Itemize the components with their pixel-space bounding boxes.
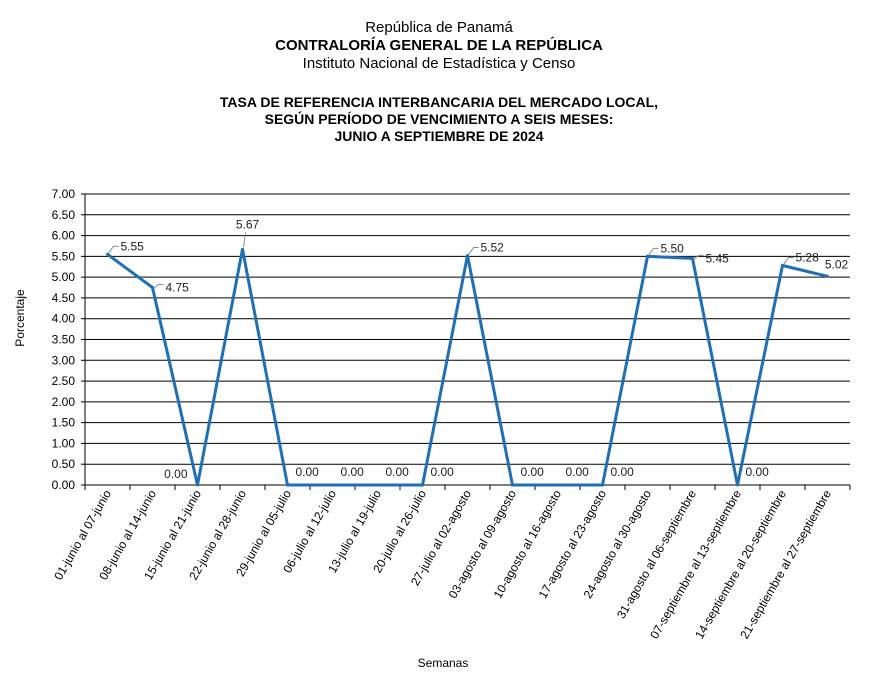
data-label: 0.00 [296, 465, 320, 479]
data-label: 5.52 [481, 241, 505, 255]
data-point [736, 483, 739, 487]
data-label: 5.55 [121, 239, 145, 253]
label-leader-line [243, 232, 246, 248]
series-line-path [106, 249, 828, 487]
data-label: 0.00 [386, 465, 410, 479]
y-tick-label: 6.00 [52, 229, 76, 243]
data-point [691, 256, 694, 260]
gridlines [84, 193, 850, 486]
x-axis-label: Semanas [418, 656, 469, 670]
x-tick-label: 21-septiembre al 27-septiembre [737, 487, 834, 641]
data-point [376, 483, 379, 487]
data-label: 0.00 [431, 465, 455, 479]
label-leader-line [783, 257, 794, 265]
data-point [151, 286, 154, 290]
data-label: 0.00 [164, 467, 188, 481]
data-label: 5.50 [661, 241, 685, 255]
header-country: República de Panamá [365, 19, 513, 36]
y-axis-label: Porcentaje [13, 289, 27, 347]
y-tick-label: 7.00 [52, 187, 76, 201]
header-institute: Instituto Nacional de Estadística y Cens… [302, 55, 576, 72]
series-line [106, 247, 829, 487]
y-tick-label: 6.50 [52, 208, 76, 222]
data-point [511, 483, 514, 487]
data-label: 0.00 [611, 465, 635, 479]
data-point [646, 254, 649, 258]
chart-title-line-1: TASA DE REFERENCIA INTERBANCARIA DEL MER… [219, 94, 659, 110]
y-tick-label: 3.00 [52, 353, 76, 367]
data-label: 0.00 [341, 465, 365, 479]
x-tick-label: 31-agosto al 06-septiembre [614, 487, 699, 621]
y-tick-label: 2.50 [52, 374, 76, 388]
chart-title-line-3: JUNIO A SEPTIEMBRE DE 2024 [334, 128, 544, 144]
data-label: 5.28 [796, 251, 820, 265]
data-point [241, 247, 244, 251]
data-point [286, 483, 289, 487]
data-label: 4.75 [166, 281, 190, 295]
data-point [781, 264, 784, 268]
label-leader-line [468, 247, 479, 255]
data-point [331, 483, 334, 487]
y-tick-label: 0.00 [52, 478, 76, 492]
data-point [556, 483, 559, 487]
label-leader-line [153, 284, 164, 289]
y-tick-label: 2.00 [52, 395, 76, 409]
data-point [106, 252, 109, 256]
data-point [601, 483, 604, 487]
data-point [826, 274, 829, 278]
x-tick-label: 07-septiembre al 13-septiembre [647, 487, 744, 641]
data-label: 5.67 [236, 217, 260, 231]
y-tick-label: 0.50 [52, 457, 76, 471]
y-tick-label: 1.50 [52, 416, 76, 430]
data-point [421, 483, 424, 487]
data-label: 0.00 [746, 465, 770, 479]
label-leader-line [693, 254, 704, 260]
data-label: 0.00 [566, 465, 590, 479]
data-label: 5.45 [706, 251, 730, 265]
data-point [466, 254, 469, 258]
header-institution: CONTRALORÍA GENERAL DE LA REPÚBLICA [275, 37, 603, 54]
y-axis-ticks: 0.00 0.50 1.00 1.50 2.00 2.50 3.00 3.50 4.00 4.50… [52, 187, 85, 492]
y-tick-label: 1.00 [52, 436, 76, 450]
y-tick-label: 5.00 [52, 270, 76, 284]
chart-title-line-2: SEGÚN PERÍODO DE VENCIMIENTO A SEIS MESE… [264, 111, 614, 127]
y-tick-label: 5.50 [52, 249, 76, 263]
y-tick-label: 4.50 [52, 291, 76, 305]
data-label: 0.00 [521, 465, 545, 479]
x-tick-label: 14-septiembre al 20-septiembre [692, 487, 789, 641]
data-point [196, 483, 199, 487]
label-leader-line [648, 247, 659, 256]
label-leader-line [108, 245, 119, 254]
y-tick-label: 3.50 [52, 333, 76, 347]
data-labels: 5.55 4.75 0.00 5.67 0.00 0.00 0.00 0.00 5.52 0.00… [108, 217, 849, 481]
y-tick-label: 4.00 [52, 312, 76, 326]
data-label: 5.02 [825, 257, 849, 271]
